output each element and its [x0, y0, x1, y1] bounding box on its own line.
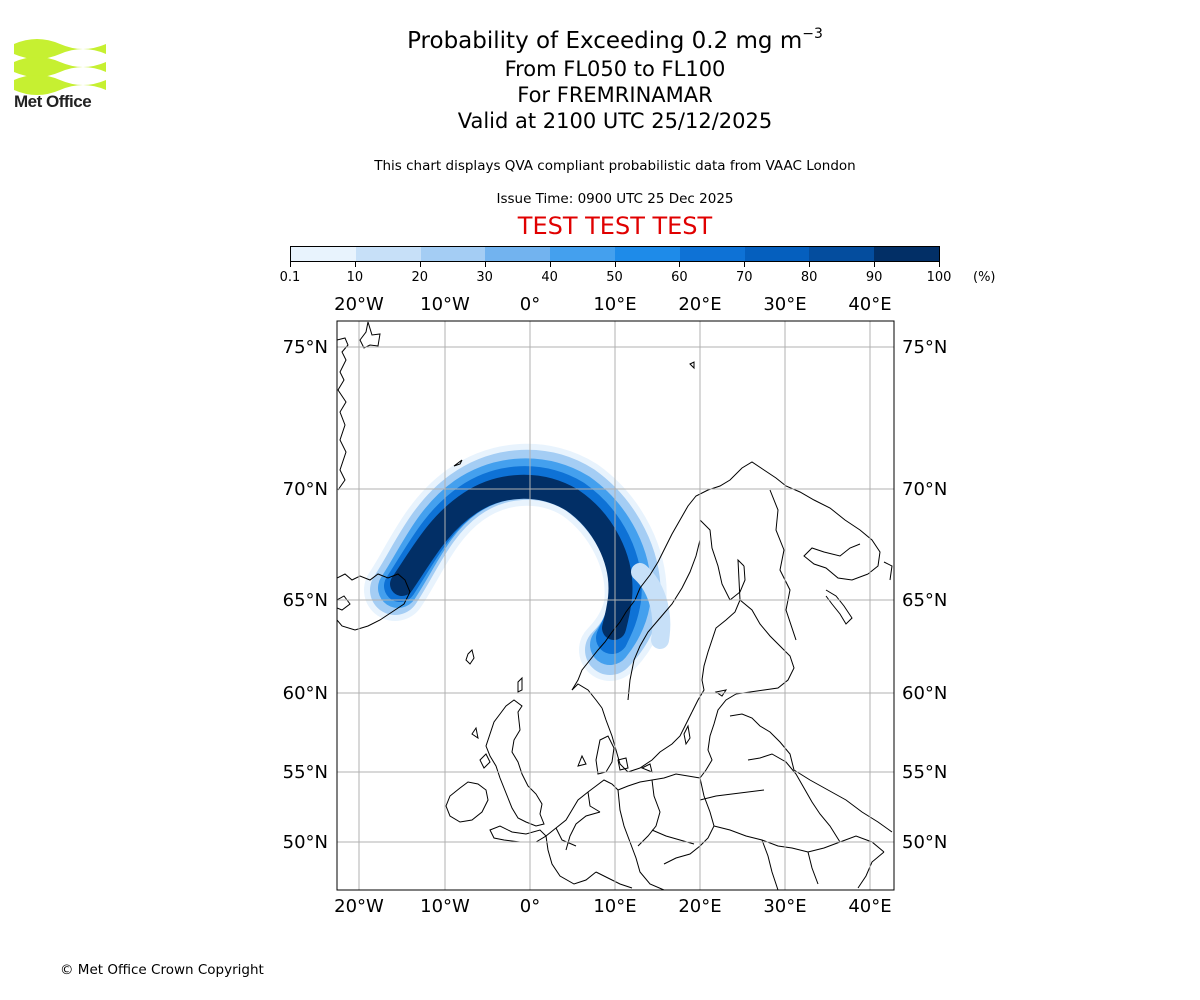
lon-label: 0° [520, 896, 540, 917]
colorbar-tick-mark [939, 262, 940, 267]
colorbar-tick-label: 0.1 [279, 270, 301, 285]
lon-label: 10°E [593, 896, 636, 917]
colorbar-tick-label: 60 [671, 270, 688, 285]
colorbar-tick-label: 90 [865, 270, 883, 285]
colorbar-swatch [550, 247, 615, 261]
colorbar-tick-label: 100 [926, 270, 952, 285]
lon-label: 10°E [593, 294, 636, 315]
logo-text: Met Office [14, 92, 92, 111]
lat-label: 70°N [902, 479, 947, 500]
colorbar-tick-label: 30 [476, 270, 493, 285]
colorbar-tick-mark [354, 262, 356, 267]
lat-label: 55°N [283, 762, 328, 783]
colorbar-ticks: 0.1 10 20 30 40 50 60 70 80 90 100 [280, 262, 951, 292]
lat-label: 60°N [902, 683, 947, 704]
probability-colorbar [290, 246, 940, 262]
lat-label: 65°N [902, 590, 947, 611]
coastlines [337, 321, 893, 890]
colorbar-swatch [485, 247, 551, 261]
colorbar-tick-mark [614, 262, 616, 267]
colorbar-tick-label: 20 [411, 270, 429, 285]
colorbar-unit: (%) [973, 270, 996, 285]
map-frame [336, 320, 895, 891]
lat-label: 50°N [902, 832, 947, 853]
chart-description: This chart displays QVA compliant probab… [374, 158, 856, 174]
colorbar-tick-label: 40 [541, 270, 558, 285]
colorbar-tick-label: 80 [800, 270, 818, 285]
copyright-notice: © Met Office Crown Copyright [60, 962, 264, 978]
lat-label: 65°N [283, 590, 328, 611]
colorbar-swatch [614, 247, 680, 261]
lat-label: 75°N [283, 337, 328, 358]
map-gridlines [337, 321, 894, 890]
test-banner: TEST TEST TEST [517, 212, 713, 240]
lon-label: 10°W [420, 294, 470, 315]
lat-label: 50°N [283, 832, 328, 853]
region-name: For FREMRINAMAR [517, 83, 713, 107]
lon-label: 40°E [848, 294, 891, 315]
colorbar-tick-label: 10 [346, 270, 364, 285]
colorbar-swatch [874, 247, 939, 261]
colorbar-swatch [809, 247, 875, 261]
lat-label: 55°N [902, 762, 947, 783]
colorbar-tick-label: 70 [736, 270, 753, 285]
issue-time: Issue Time: 0900 UTC 25 Dec 2025 [496, 191, 734, 207]
colorbar-swatch [291, 247, 356, 261]
colorbar-tick-mark [549, 262, 551, 267]
lon-label: 20°E [678, 294, 721, 315]
colorbar-tick-mark [874, 262, 876, 267]
lon-label: 40°E [848, 896, 891, 917]
met-office-logo-waves [14, 39, 106, 95]
valid-time: Valid at 2100 UTC 25/12/2025 [457, 109, 773, 133]
colorbar-swatch [679, 247, 745, 261]
ash-probability-plume [364, 443, 671, 681]
longitude-labels-bottom: 20°W 10°W 0° 10°E 20°E 30°E 40°E [334, 896, 891, 917]
colorbar-tick-mark [744, 262, 746, 267]
lon-label: 20°W [334, 294, 384, 315]
colorbar-swatch [744, 247, 810, 261]
latitude-labels-left: 75°N 70°N 65°N 60°N 55°N 50°N [283, 337, 328, 853]
lon-label: 10°W [420, 896, 470, 917]
colorbar-tick-mark [809, 262, 811, 267]
lat-label: 70°N [283, 479, 328, 500]
colorbar-tick-label: 50 [606, 270, 623, 285]
latitude-labels-right: 75°N 70°N 65°N 60°N 55°N 50°N [902, 337, 947, 853]
chart-titles: Probability of Exceeding 0.2 mg m−3 From… [315, 26, 915, 134]
colorbar-swatch [355, 247, 421, 261]
colorbar-tick-mark [679, 262, 681, 267]
lon-label: 0° [520, 294, 540, 315]
lat-label: 75°N [902, 337, 947, 358]
lon-label: 20°E [678, 896, 721, 917]
lat-label: 60°N [283, 683, 328, 704]
lon-label: 30°E [763, 294, 806, 315]
longitude-labels-top: 20°W 10°W 0° 10°E 20°E 30°E 40°E [334, 294, 891, 315]
chart-title: Probability of Exceeding 0.2 mg m−3 [407, 26, 823, 54]
colorbar-tick-mark [419, 262, 421, 267]
flight-level-range: From FL050 to FL100 [504, 57, 726, 81]
lon-label: 30°E [763, 896, 806, 917]
colorbar-swatch [420, 247, 486, 261]
colorbar-tick-mark [484, 262, 486, 267]
colorbar-tick-mark [290, 262, 291, 267]
lon-label: 20°W [334, 896, 384, 917]
